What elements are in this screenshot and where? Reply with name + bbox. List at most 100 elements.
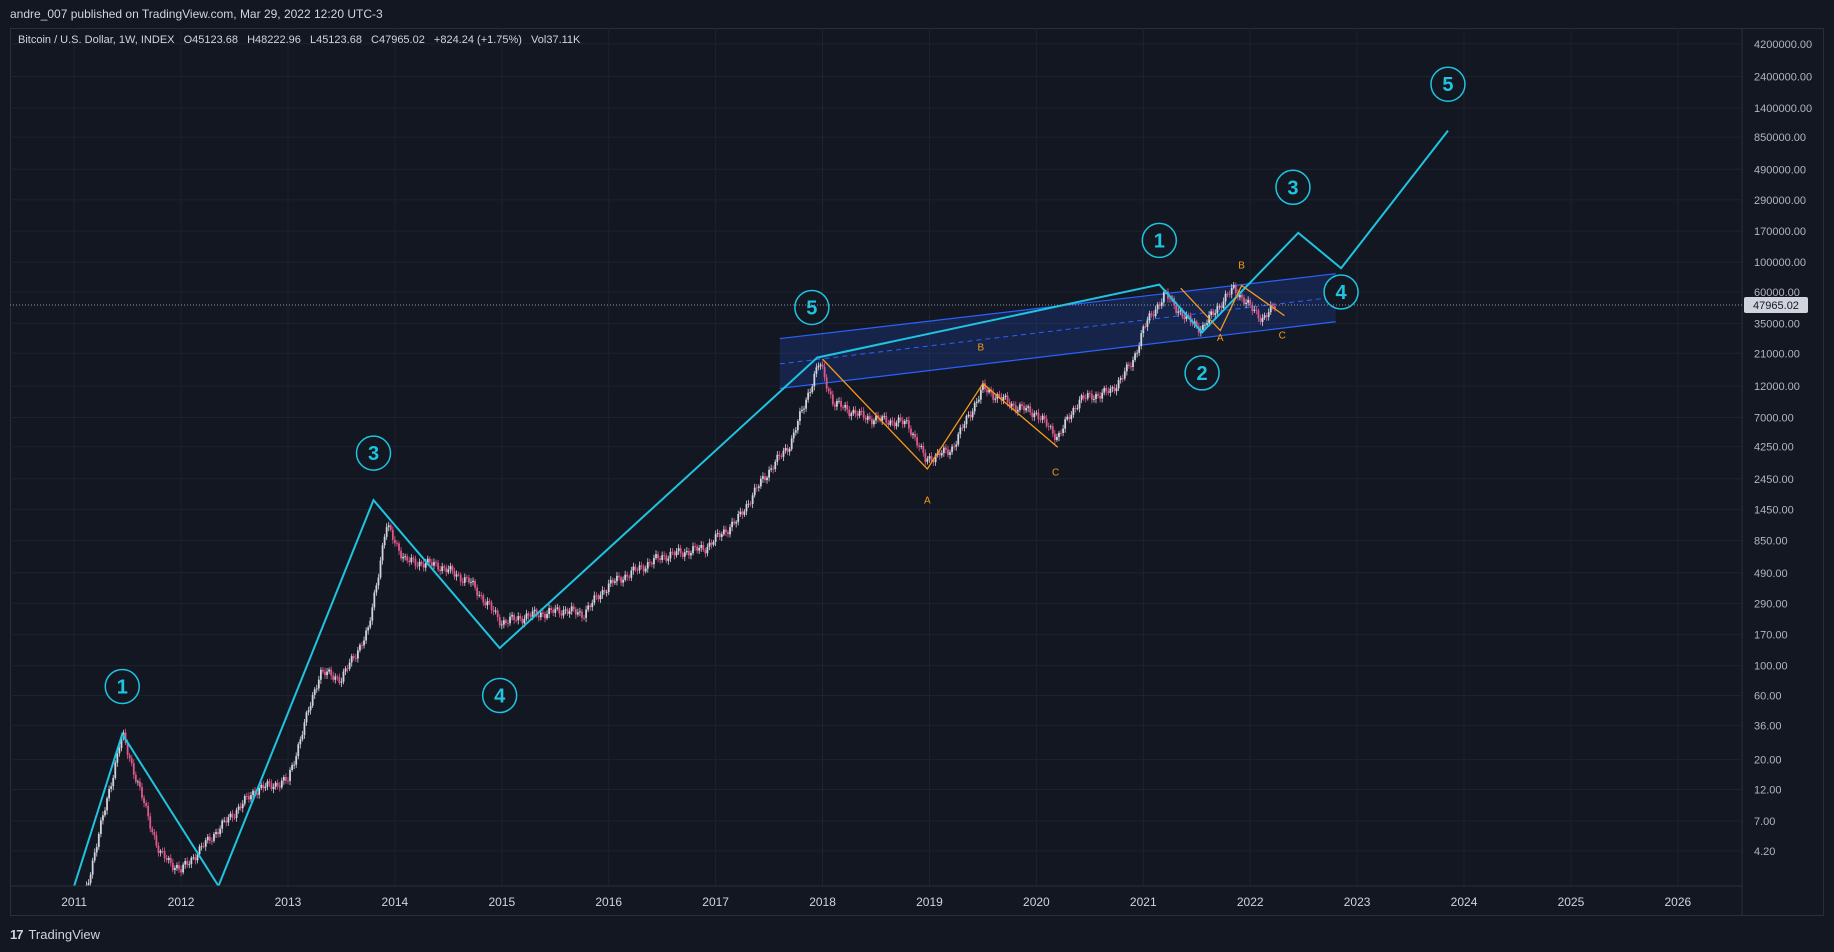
candle-body — [219, 828, 222, 835]
candle-body — [613, 581, 616, 583]
candle-body — [120, 736, 123, 749]
candle-body — [237, 806, 240, 811]
candle-body — [126, 743, 129, 755]
candle-body — [912, 433, 914, 436]
wave-label-circle — [104, 668, 141, 705]
candle-body — [1241, 294, 1243, 298]
y-tick-label: 4250.00 — [1754, 442, 1794, 454]
y-tick-label: 490000.00 — [1754, 164, 1806, 176]
candle-body — [97, 833, 100, 848]
elliott-waves: 1 3 4 5 1 2 3 4 5 A B C A B C — [73, 66, 1466, 886]
candle-body — [663, 555, 666, 556]
candle-body — [704, 549, 707, 554]
candle-body — [784, 447, 787, 451]
candle-body — [161, 850, 164, 852]
candle-body — [213, 833, 215, 841]
candle-body — [607, 583, 610, 593]
candle-body — [1214, 313, 1217, 315]
candle-body — [870, 418, 873, 425]
candle-body — [1047, 426, 1050, 427]
candle-body — [1084, 398, 1087, 400]
candle-body — [1181, 310, 1184, 317]
candle-body — [819, 364, 822, 366]
candle-body — [780, 455, 783, 457]
candle-body — [305, 712, 308, 723]
candle-body — [932, 460, 935, 463]
candle-body — [883, 415, 886, 417]
candle-body — [408, 560, 411, 563]
candle-body — [301, 734, 304, 740]
candle-body — [445, 567, 448, 573]
y-tick-label: 290.00 — [1754, 598, 1788, 610]
candle-body — [215, 832, 217, 834]
candle-body — [770, 468, 773, 470]
candle-body — [618, 575, 620, 578]
candle-body — [955, 444, 958, 447]
candle-body — [184, 861, 187, 865]
candle-body — [1148, 313, 1151, 321]
candle-body — [1031, 412, 1034, 418]
candle-body — [511, 614, 513, 617]
candle-body — [1076, 408, 1079, 410]
candle-body — [492, 609, 495, 612]
candle-body — [502, 620, 505, 625]
candle-body — [1251, 304, 1254, 311]
candle-body — [852, 409, 855, 414]
candle-body — [457, 574, 460, 576]
candle-body — [716, 533, 719, 535]
candle-body — [648, 562, 651, 563]
candle-body — [813, 373, 816, 387]
candle-body — [1109, 388, 1112, 393]
candle-body — [1004, 395, 1007, 398]
candle-body — [507, 622, 509, 624]
legend-close: C47965.02 — [371, 34, 425, 46]
wave-label: 1 — [1154, 230, 1165, 252]
candle-body — [488, 601, 491, 603]
candle-body — [1202, 324, 1204, 330]
candle-body — [850, 413, 853, 417]
candle-body — [903, 421, 906, 425]
candle-body — [248, 796, 250, 800]
candle-body — [1016, 409, 1019, 412]
candle-body — [95, 847, 98, 853]
candle-body — [747, 503, 750, 505]
candle-body — [198, 846, 201, 855]
candle-body — [334, 676, 337, 680]
candle-body — [221, 820, 224, 829]
candle-body — [112, 777, 115, 787]
candle-body — [361, 644, 363, 646]
y-tick-label: 60000.00 — [1754, 287, 1800, 299]
candle-body — [1066, 416, 1069, 420]
candle-body — [93, 852, 96, 861]
candle-body — [1010, 403, 1013, 407]
candle-body — [1234, 284, 1237, 293]
x-tick-label: 2018 — [809, 895, 836, 909]
candle-body — [537, 615, 540, 618]
x-tick-label: 2019 — [916, 895, 943, 909]
wave-label: 5 — [1442, 74, 1453, 96]
candle-body — [1183, 316, 1186, 320]
candle-body — [560, 613, 563, 616]
candle-body — [373, 592, 376, 608]
candle-body — [204, 840, 207, 847]
candle-body — [593, 595, 596, 603]
candle-body — [130, 758, 133, 764]
candle-body — [1113, 387, 1116, 392]
candle-body — [309, 705, 312, 711]
candle-body — [1216, 306, 1219, 314]
y-tick-label: 4200000.00 — [1754, 39, 1812, 51]
candle-body — [994, 398, 997, 400]
y-tick-label: 100000.00 — [1754, 257, 1806, 269]
candle-body — [829, 391, 832, 395]
channel-lower-line — [779, 321, 1336, 390]
candle-body — [476, 587, 479, 596]
footer-brand[interactable]: TradingView — [28, 927, 101, 942]
candle-body — [1058, 432, 1060, 437]
candle-body — [634, 566, 637, 571]
candle-body — [1224, 293, 1227, 302]
tradingview-logo-icon: 17 — [10, 927, 24, 942]
candle-body — [650, 562, 653, 565]
candle-body — [856, 413, 859, 416]
candle-body — [733, 521, 736, 524]
